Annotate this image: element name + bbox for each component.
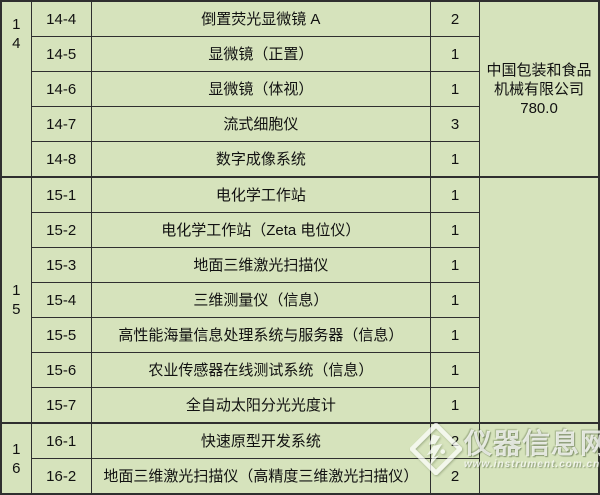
item-qty: 1 (429, 36, 481, 72)
item-name: 农业传感器在线测试系统（信息） (90, 352, 431, 388)
item-no: 15-3 (30, 247, 92, 283)
item-qty: 2 (429, 0, 481, 37)
item-qty: 1 (429, 282, 481, 318)
table-row: 15-5 高性能海量信息处理系统与服务器（信息） 1 (1, 317, 599, 353)
item-qty: 1 (429, 352, 481, 388)
item-name: 全自动太阳分光光度计 (90, 387, 431, 424)
table-row: 15-2 电化学工作站（Zeta 电位仪） 1 (1, 212, 599, 248)
item-no: 15-4 (30, 282, 92, 318)
item-name: 快速原型开发系统 (90, 422, 431, 459)
item-no: 16-2 (30, 458, 92, 495)
group-14-label: 1 4 (0, 0, 32, 178)
item-qty: 1 (429, 71, 481, 107)
table-row: 15-7 全自动太阳分光光度计 1 (1, 387, 599, 424)
item-qty: 2 (429, 458, 481, 495)
item-qty: 1 (429, 212, 481, 248)
item-qty: 3 (429, 106, 481, 142)
item-qty: 2 (429, 422, 481, 459)
item-no: 14-4 (30, 0, 92, 37)
table-row: 1 6 16-1 快速原型开发系统 2 (0, 422, 600, 495)
supplier-cell: 中国包装和食品机械有限公司 780.0 (479, 0, 600, 178)
item-qty: 1 (429, 176, 481, 213)
table-row: 15-3 地面三维激光扫描仪 1 (1, 247, 599, 283)
table-row: 14-8 数字成像系统 1 (1, 141, 599, 178)
table-row: 14-7 流式细胞仪 3 (1, 106, 599, 142)
table-row: 15-6 农业传感器在线测试系统（信息） 1 (1, 352, 599, 388)
supplier-cell (479, 176, 600, 424)
group-16-label: 1 6 (0, 422, 32, 495)
item-no: 16-1 (30, 422, 92, 459)
supplier-name: 中国包装和食品机械有限公司 (486, 61, 592, 98)
item-no: 14-6 (30, 71, 92, 107)
item-name: 数字成像系统 (90, 141, 431, 178)
group-15-label: 1 5 (0, 176, 32, 424)
table-row: 1 5 15-1 电化学工作站 1 (0, 176, 600, 424)
item-no: 14-5 (30, 36, 92, 72)
item-no: 15-5 (30, 317, 92, 353)
item-name: 三维测量仪（信息） (90, 282, 431, 318)
item-name: 地面三维激光扫描仪 (90, 247, 431, 283)
item-no: 15-6 (30, 352, 92, 388)
item-name: 地面三维激光扫描仪（高精度三维激光扫描仪） (90, 458, 431, 495)
table-row: 1 4 14-4 倒置荧光显微镜 A 2 中国包装和食品机械有限公司 780.0 (0, 0, 600, 178)
item-no: 15-2 (30, 212, 92, 248)
table-row: 14-5 显微镜（正置） 1 (1, 36, 599, 72)
item-name: 电化学工作站（Zeta 电位仪） (90, 212, 431, 248)
table-row: 14-6 显微镜（体视） 1 (1, 71, 599, 107)
item-name: 倒置荧光显微镜 A (90, 0, 431, 37)
item-name: 电化学工作站 (90, 176, 431, 213)
item-no: 15-1 (30, 176, 92, 213)
item-name: 显微镜（体视） (90, 71, 431, 107)
table-row: 15-4 三维测量仪（信息） 1 (1, 282, 599, 318)
item-no: 15-7 (30, 387, 92, 424)
supplier-price: 780.0 (520, 99, 558, 117)
item-no: 14-8 (30, 141, 92, 178)
item-qty: 1 (429, 387, 481, 424)
supplier-cell (479, 422, 600, 495)
item-qty: 1 (429, 317, 481, 353)
item-name: 高性能海量信息处理系统与服务器（信息） (90, 317, 431, 353)
item-name: 显微镜（正置） (90, 36, 431, 72)
item-name: 流式细胞仪 (90, 106, 431, 142)
item-qty: 1 (429, 247, 481, 283)
item-no: 14-7 (30, 106, 92, 142)
item-qty: 1 (429, 141, 481, 178)
